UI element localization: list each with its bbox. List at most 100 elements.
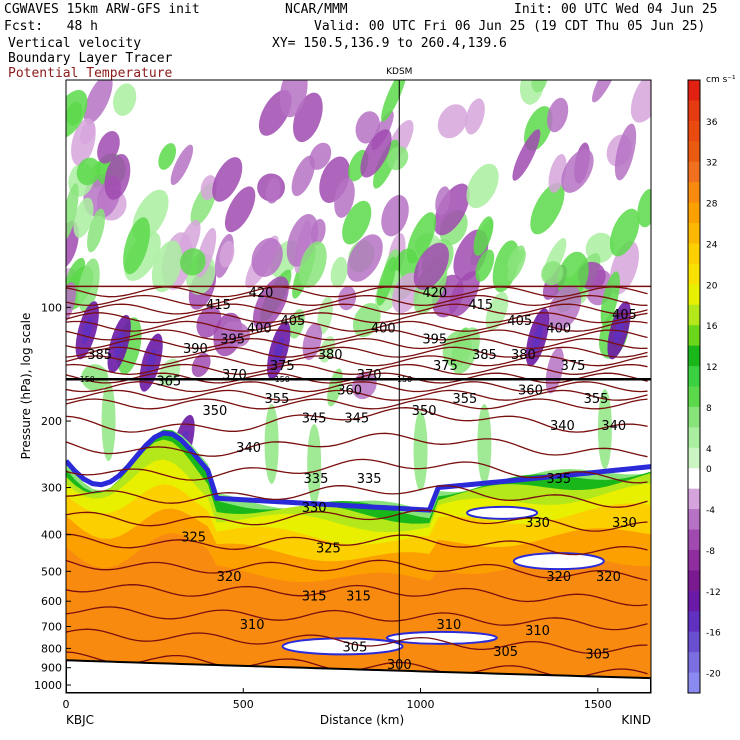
theta-contour-label: 415 bbox=[468, 298, 493, 313]
plot-frame bbox=[65, 79, 652, 694]
y-tick-label: 600 bbox=[41, 595, 62, 608]
theta-contour-label: 315 bbox=[302, 590, 327, 605]
vvel-cell bbox=[212, 157, 243, 202]
theta-contour-label: 350 bbox=[202, 404, 227, 419]
colorbar-swatch bbox=[688, 325, 700, 347]
vvel-cell bbox=[466, 163, 499, 209]
y-tick-label: 900 bbox=[41, 662, 62, 675]
colorbar-unit: cm s⁻¹ bbox=[706, 75, 736, 85]
vvel-cell bbox=[473, 216, 494, 256]
theta-contour bbox=[66, 355, 648, 367]
theta-contour bbox=[66, 312, 648, 324]
colorbar-tick-label: 36 bbox=[706, 118, 718, 128]
vvel-cell bbox=[547, 97, 569, 133]
theta-contour bbox=[66, 294, 648, 307]
y-tick-label: 500 bbox=[41, 565, 62, 578]
colorbar-tick-label: 20 bbox=[706, 281, 718, 291]
theta-contour-label: 335 bbox=[357, 472, 382, 487]
colorbar-frame bbox=[687, 79, 701, 694]
theta-contour-label: 405 bbox=[280, 314, 305, 329]
station-marker-label: KDSM bbox=[386, 67, 412, 77]
theta-contour bbox=[66, 389, 648, 401]
vvel-cell bbox=[376, 256, 397, 306]
colorbar-tick-label: 28 bbox=[706, 200, 718, 210]
colorbar-swatch bbox=[688, 447, 700, 469]
vvel-cell bbox=[387, 146, 409, 171]
colorbar-tick-label: 0 bbox=[706, 465, 712, 475]
vvel-cell bbox=[151, 240, 183, 293]
vvel-cell bbox=[291, 155, 315, 197]
colorbar-tick-label: 12 bbox=[706, 363, 717, 373]
colorbar-swatch bbox=[688, 549, 700, 571]
theta-contour-label: 305 bbox=[585, 647, 610, 662]
vvel-cell bbox=[113, 83, 137, 116]
theta-contour-label: 405 bbox=[507, 314, 532, 329]
bl-tracer-edge bbox=[66, 430, 651, 513]
colorbar-swatch bbox=[688, 243, 700, 265]
theta-contour-label: 305 bbox=[493, 645, 518, 660]
vvel-cell bbox=[299, 241, 327, 289]
theta-contour-label: 360 bbox=[337, 383, 362, 398]
vvel-cell bbox=[637, 188, 651, 228]
theta-contour bbox=[66, 509, 648, 532]
colorbar-tick-label: 4 bbox=[706, 445, 712, 455]
vvel-cell bbox=[73, 197, 94, 238]
theta-contour-label: 380 bbox=[511, 348, 536, 363]
theta-contour-label: 360 bbox=[518, 383, 543, 398]
theta-contour-label: 330 bbox=[525, 516, 550, 531]
vvel-cell bbox=[342, 200, 372, 245]
colorbar-swatch bbox=[688, 529, 700, 551]
x-axis: 0 500 1000 1500 bbox=[63, 688, 612, 711]
colorbar-swatch bbox=[688, 141, 700, 163]
vvel-cell bbox=[104, 153, 131, 200]
vvel-cell-core bbox=[113, 330, 125, 358]
vvel-cell bbox=[475, 249, 495, 282]
vvel-cell bbox=[170, 144, 194, 186]
vvel-cell bbox=[224, 186, 256, 233]
colorbar-tick-label: 8 bbox=[706, 404, 712, 414]
vvel-cell bbox=[97, 131, 120, 164]
theta-contour-label: 315 bbox=[346, 590, 371, 605]
theta-contour-label: 310 bbox=[525, 624, 550, 639]
vvel-cell-up bbox=[101, 381, 116, 462]
bl-tracer-gap bbox=[512, 552, 605, 571]
theta-contour-label: 310 bbox=[240, 618, 265, 633]
colorbar-swatch bbox=[688, 631, 700, 653]
theta-contour-label: 400 bbox=[371, 321, 396, 336]
vvel-cell bbox=[507, 249, 526, 282]
colorbar-swatch bbox=[688, 202, 700, 224]
theta-contour-label: 340 bbox=[550, 419, 575, 434]
vvel-cell bbox=[66, 220, 79, 269]
theta-contour-label: 350 bbox=[412, 404, 437, 419]
theta-contour bbox=[66, 407, 648, 433]
bl-tracer-gap bbox=[466, 505, 539, 520]
theta-contour bbox=[66, 606, 648, 631]
theta-contour bbox=[66, 329, 648, 341]
vvel-cell bbox=[346, 234, 383, 282]
theta-contour bbox=[66, 458, 648, 484]
theta-contour bbox=[66, 559, 648, 581]
vvel-cell bbox=[78, 258, 100, 313]
theta-contours bbox=[66, 286, 648, 678]
tropopause-lines bbox=[66, 285, 651, 381]
field-vertical-velocity: Vertical velocity bbox=[8, 36, 142, 51]
theta-contour bbox=[66, 398, 648, 410]
theta-contour bbox=[66, 628, 648, 655]
theta-contour-label: 385 bbox=[87, 348, 112, 363]
theta-contour bbox=[66, 303, 648, 315]
theta-contour-label: 420 bbox=[422, 286, 447, 301]
colorbar-swatch bbox=[688, 304, 700, 326]
theta-contour-label: 380 bbox=[318, 348, 343, 363]
theta-contour-label: 345 bbox=[302, 412, 327, 427]
x-tick-label: 0 bbox=[63, 698, 70, 711]
vvel-cell bbox=[76, 157, 101, 186]
bl-tracer-gap bbox=[385, 630, 498, 645]
vvel-cell bbox=[158, 143, 177, 170]
vvel-cell bbox=[360, 129, 392, 178]
theta-contour bbox=[66, 346, 648, 358]
vvel-cell-up bbox=[264, 403, 279, 484]
init-time: Init: 00 UTC Wed 04 Jun 25 bbox=[514, 2, 718, 17]
vvel-cell-up bbox=[413, 410, 428, 491]
vvel-cell bbox=[334, 178, 355, 218]
